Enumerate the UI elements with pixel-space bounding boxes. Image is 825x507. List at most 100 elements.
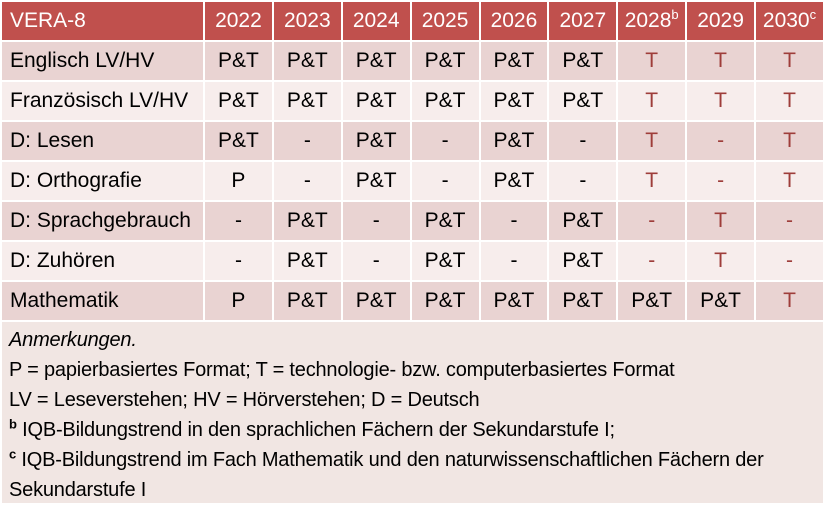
table-cell: P bbox=[205, 282, 272, 320]
table-cell: - bbox=[549, 122, 617, 160]
table-cell: P&T bbox=[342, 82, 410, 120]
table-cell: T bbox=[687, 242, 754, 280]
table-row-d-lesen: D: Lesen P&T - P&T - P&T - T - T bbox=[2, 122, 823, 160]
table-cell: P&T bbox=[411, 202, 479, 240]
table-cell: - bbox=[618, 242, 686, 280]
year-header-2026: 2026 bbox=[480, 2, 548, 40]
year-label: 2026 bbox=[490, 9, 538, 32]
table-cell: P bbox=[205, 162, 272, 200]
table-cell: P&T bbox=[687, 282, 754, 320]
year-label: 2029 bbox=[697, 9, 744, 32]
footnote-b-text: IQB-Bildungstrend in den sprachlichen Fä… bbox=[22, 419, 615, 441]
table-cell: - bbox=[687, 122, 754, 160]
table-cell: P&T bbox=[411, 82, 479, 120]
table-cell: P&T bbox=[273, 202, 341, 240]
table-cell: - bbox=[205, 242, 272, 280]
row-label: D: Lesen bbox=[2, 122, 203, 160]
table-cell: P&T bbox=[618, 282, 686, 320]
row-label: Englisch LV/HV bbox=[2, 42, 203, 80]
row-label: Französisch LV/HV bbox=[2, 82, 203, 120]
year-label: 2025 bbox=[421, 9, 469, 32]
table-row-englisch: Englisch LV/HV P&T P&T P&T P&T P&T P&T T… bbox=[2, 42, 823, 80]
year-header-2029: 2029 bbox=[687, 2, 754, 40]
year-header-2024: 2024 bbox=[342, 2, 410, 40]
table-cell: T bbox=[687, 42, 754, 80]
table-row-d-sprachgebrauch: D: Sprachgebrauch - P&T - P&T - P&T - T … bbox=[2, 202, 823, 240]
table-cell: T bbox=[618, 82, 686, 120]
table-row-mathematik: Mathematik P P&T P&T P&T P&T P&T P&T P&T… bbox=[2, 282, 823, 320]
year-footnote-marker: c bbox=[809, 7, 817, 22]
notes-content: Anmerkungen. P = papierbasiertes Format;… bbox=[9, 325, 804, 505]
footnote-c-text: IQB-Bildungstrend im Fach Mathematik und… bbox=[9, 449, 764, 501]
table-cell: P&T bbox=[549, 82, 617, 120]
table-cell: T bbox=[687, 202, 754, 240]
note-line-abbreviations: LV = Leseverstehen; HV = Hörverstehen; D… bbox=[9, 389, 480, 411]
table-cell: P&T bbox=[411, 242, 479, 280]
table-row-d-zuhoeren: D: Zuhören - P&T - P&T - P&T - T - bbox=[2, 242, 823, 280]
row-label: D: Orthografie bbox=[2, 162, 203, 200]
table-cell: P&T bbox=[273, 242, 341, 280]
year-header-2030: 2030c bbox=[756, 2, 823, 40]
table-cell: - bbox=[342, 202, 410, 240]
year-label: 2030 bbox=[762, 9, 810, 32]
table-cell: - bbox=[273, 122, 341, 160]
table-cell: P&T bbox=[549, 42, 617, 80]
table-cell: P&T bbox=[480, 282, 548, 320]
table-cell: - bbox=[480, 202, 548, 240]
table-cell: - bbox=[205, 202, 272, 240]
table-header-row: VERA-8 2022 2023 2024 2025 2026 2027 202… bbox=[2, 2, 823, 40]
table-cell: P&T bbox=[549, 282, 617, 320]
year-label: 2024 bbox=[352, 9, 400, 32]
year-label: 2022 bbox=[215, 9, 262, 32]
year-header-2025: 2025 bbox=[411, 2, 479, 40]
table-cell: P&T bbox=[273, 82, 341, 120]
note-line-formats: P = papierbasiertes Format; T = technolo… bbox=[9, 359, 675, 381]
table-cell: - bbox=[480, 242, 548, 280]
year-header-2022: 2022 bbox=[205, 2, 272, 40]
note-line-footnote-c: c IQB-Bildungstrend im Fach Mathematik u… bbox=[9, 445, 804, 505]
table-cell: T bbox=[756, 162, 823, 200]
table-cell: T bbox=[687, 82, 754, 120]
table-cell: T bbox=[756, 122, 823, 160]
table-cell: - bbox=[756, 202, 823, 240]
table-cell: P&T bbox=[480, 42, 548, 80]
year-header-2023: 2023 bbox=[273, 2, 341, 40]
note-line-footnote-b: b IQB-Bildungstrend in den sprachlichen … bbox=[9, 415, 804, 445]
table-cell: P&T bbox=[205, 42, 272, 80]
row-label: D: Sprachgebrauch bbox=[2, 202, 203, 240]
table-cell: - bbox=[342, 242, 410, 280]
table-cell: P&T bbox=[342, 282, 410, 320]
footnote-c-marker: c bbox=[9, 446, 17, 462]
row-label: D: Zuhören bbox=[2, 242, 203, 280]
table-cell: T bbox=[756, 82, 823, 120]
table-cell: P&T bbox=[549, 202, 617, 240]
vera8-schedule-table: VERA-8 2022 2023 2024 2025 2026 2027 202… bbox=[0, 0, 825, 322]
year-header-2028: 2028b bbox=[618, 2, 686, 40]
table-cell: P&T bbox=[342, 122, 410, 160]
table-title: VERA-8 bbox=[2, 2, 203, 40]
table-cell: P&T bbox=[411, 42, 479, 80]
table-cell: - bbox=[687, 162, 754, 200]
table-cell: - bbox=[411, 122, 479, 160]
table-cell: T bbox=[618, 162, 686, 200]
table-row-d-orthografie: D: Orthografie P - P&T - P&T - T - T bbox=[2, 162, 823, 200]
year-footnote-marker: b bbox=[671, 7, 679, 22]
table-cell: P&T bbox=[480, 122, 548, 160]
table-cell: - bbox=[411, 162, 479, 200]
table-cell: T bbox=[756, 282, 823, 320]
table-cell: - bbox=[618, 202, 686, 240]
year-label: 2023 bbox=[283, 9, 331, 32]
table-cell: P&T bbox=[342, 162, 410, 200]
year-header-2027: 2027 bbox=[549, 2, 617, 40]
table-cell: T bbox=[756, 42, 823, 80]
table-cell: P&T bbox=[342, 42, 410, 80]
table-cell: - bbox=[756, 242, 823, 280]
table-cell: P&T bbox=[273, 282, 341, 320]
table-cell: P&T bbox=[549, 242, 617, 280]
table-cell: P&T bbox=[205, 122, 272, 160]
notes-section: Anmerkungen. P = papierbasiertes Format;… bbox=[2, 322, 823, 503]
table-cell: P&T bbox=[480, 162, 548, 200]
table-cell: P&T bbox=[273, 42, 341, 80]
year-label: 2028 bbox=[624, 9, 672, 32]
table-cell: P&T bbox=[205, 82, 272, 120]
